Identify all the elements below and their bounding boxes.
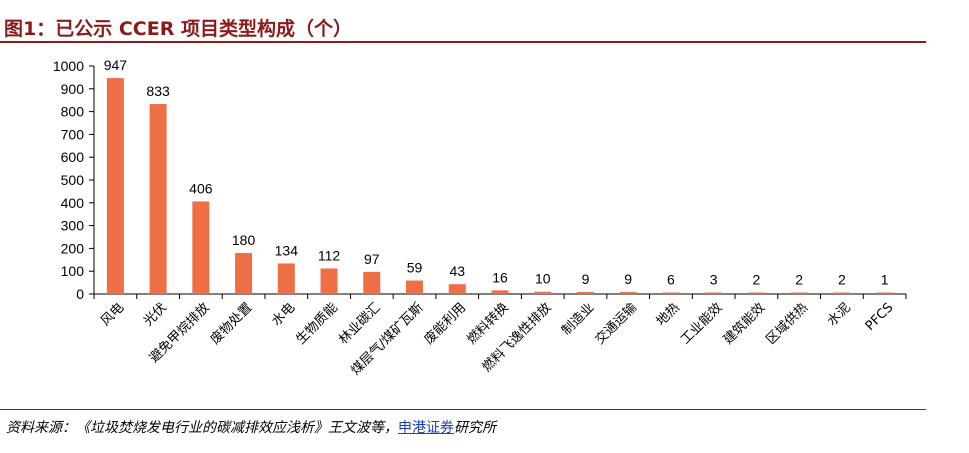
bar — [705, 292, 723, 294]
y-tick-label: 800 — [61, 104, 85, 120]
data-label: 97 — [364, 251, 380, 267]
data-label: 59 — [407, 260, 423, 276]
category-label: 废能利用 — [421, 300, 469, 348]
data-label: 180 — [232, 232, 256, 248]
data-label: 947 — [104, 57, 128, 73]
bar — [406, 280, 424, 294]
data-label: 9 — [582, 271, 590, 287]
category-label: 煤层气/煤矿瓦斯 — [348, 300, 427, 379]
category-label: 制造业 — [559, 300, 597, 338]
bar — [576, 291, 594, 294]
source-prefix: 资料来源：《垃圾焚烧发电行业的碳减排效应浅析》王文波等， — [6, 420, 398, 436]
category-label: 风电 — [98, 300, 127, 329]
category-label: 光伏 — [141, 300, 170, 329]
y-tick-label: 600 — [61, 149, 85, 165]
bar — [277, 263, 295, 294]
y-tick-label: 100 — [61, 263, 85, 279]
category-label: 生物质能 — [293, 300, 340, 347]
source-highlight: 申港证券 — [398, 420, 454, 436]
footer-divider — [0, 409, 926, 410]
y-tick-label: 900 — [61, 81, 85, 97]
data-label: 3 — [710, 272, 718, 288]
data-label: 406 — [189, 180, 213, 196]
bar — [320, 268, 338, 294]
category-label: 废物处置 — [207, 300, 255, 348]
bar — [876, 292, 894, 294]
data-label: 1 — [881, 272, 889, 288]
bar — [534, 291, 552, 294]
data-label: 16 — [492, 269, 508, 285]
bar — [149, 104, 167, 295]
data-label: 10 — [535, 271, 551, 287]
data-label: 134 — [275, 242, 299, 258]
source-note: 资料来源：《垃圾焚烧发电行业的碳减排效应浅析》王文波等，申港证券研究所 — [6, 417, 496, 437]
data-label: 43 — [449, 263, 465, 279]
bar — [619, 291, 637, 294]
bar — [662, 292, 680, 294]
y-tick-label: 400 — [61, 195, 85, 211]
y-tick-label: 1000 — [53, 58, 84, 74]
bar-chart: 0 100 200 300 400 500 600 700 800 900 1000 947 风电 833… — [53, 57, 907, 379]
category-label: 工业能效 — [678, 300, 725, 347]
chart-title: 图1：已公示 CCER 项目类型构成（个） — [4, 18, 352, 40]
data-label: 2 — [795, 272, 803, 288]
category-label: PFCS — [863, 300, 897, 334]
bar — [235, 252, 253, 294]
category-label: 区域供热 — [764, 300, 811, 347]
data-label: 833 — [146, 83, 170, 99]
data-label: 9 — [624, 271, 632, 287]
data-label: 6 — [667, 272, 675, 288]
category-label: 水电 — [269, 300, 298, 329]
y-tick-label: 500 — [61, 172, 85, 188]
y-tick-label: 700 — [61, 126, 85, 142]
bar — [363, 271, 381, 294]
bar — [192, 201, 210, 294]
category-label: 交通运输 — [592, 300, 640, 348]
data-label: 112 — [318, 247, 341, 263]
bar — [448, 284, 466, 294]
bar — [491, 290, 509, 294]
y-tick-label: 300 — [61, 218, 85, 234]
bar — [790, 292, 808, 294]
category-label: 水泥 — [825, 300, 854, 329]
source-suffix: 研究所 — [454, 420, 496, 436]
y-tick-label: 0 — [76, 286, 84, 302]
data-label: 2 — [838, 272, 846, 288]
title-divider — [0, 41, 926, 43]
bar — [106, 78, 124, 294]
data-label: 2 — [753, 272, 761, 288]
category-label: 地热 — [654, 300, 683, 329]
bar — [833, 292, 851, 294]
y-tick-label: 200 — [61, 240, 85, 256]
category-label: 建筑能效 — [720, 300, 768, 348]
bar — [747, 292, 765, 294]
